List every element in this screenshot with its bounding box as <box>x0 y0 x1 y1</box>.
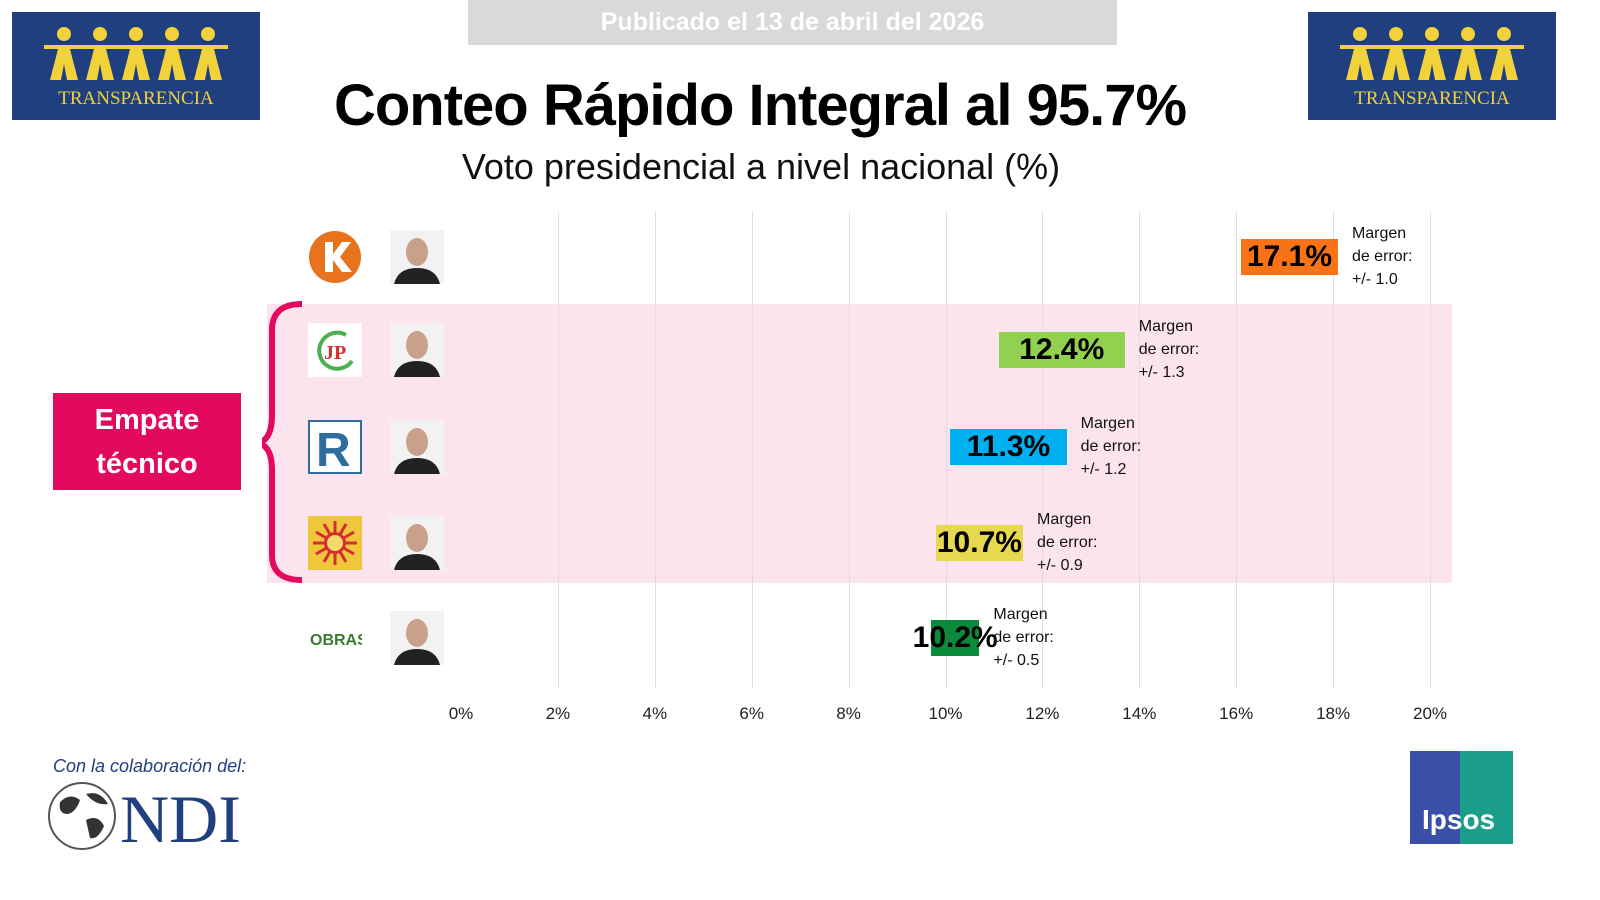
x-tick-label: 0% <box>448 704 474 723</box>
margin-line: Margen <box>1138 318 1193 335</box>
value-box: 12.4% <box>998 332 1125 368</box>
x-tick-label: 16% <box>1219 704 1254 723</box>
margin-of-error: Margen de error: +/- 0.9 <box>1037 508 1097 577</box>
margin-line: +/- 1.3 <box>1138 364 1185 381</box>
chart-title: Conteo Rápido Integral al 95.7% <box>333 73 1187 138</box>
margin-line: de error: <box>1138 341 1200 358</box>
gridline <box>945 212 947 688</box>
person-icon <box>390 230 444 284</box>
tie-line-1: Empate <box>94 404 200 436</box>
technical-tie-label: Empate técnico <box>53 393 241 490</box>
margin-of-error: Margen de error: +/- 0.5 <box>993 603 1053 672</box>
svg-text:OBRAS: OBRAS <box>310 632 362 649</box>
people-figures-icon <box>1340 27 1524 80</box>
x-tick-label: 8% <box>836 704 861 723</box>
margin-line: +/- 0.5 <box>993 652 1040 669</box>
tie-line-2: técnico <box>96 448 198 480</box>
value-box: 17.1% <box>1241 239 1338 275</box>
gridline <box>557 212 559 688</box>
gridline <box>1430 212 1431 688</box>
value-label: 10.2% <box>912 621 998 654</box>
transparencia-logo-right: TRANSPARENCIA <box>1308 12 1556 120</box>
gridline <box>1236 212 1238 688</box>
margin-line: de error: <box>1080 438 1142 455</box>
party-logo-icon: JP <box>308 323 362 377</box>
party-logo-icon: R <box>308 420 362 474</box>
value-box: 10.2% <box>913 620 998 656</box>
gridline <box>848 212 850 688</box>
transparencia-logo-left: TRANSPARENCIA <box>12 12 260 120</box>
brace-icon <box>262 301 303 583</box>
logo-text: TRANSPARENCIA <box>58 88 214 109</box>
logo-text: TRANSPARENCIA <box>1354 88 1510 109</box>
margin-line: de error: <box>1351 248 1413 265</box>
gridline <box>1333 212 1335 688</box>
chart-subtitle: Voto presidencial a nivel nacional (%) <box>461 146 1061 187</box>
ipsos-logo: Ipsos <box>1410 751 1513 844</box>
margin-line: Margen <box>1080 415 1135 432</box>
technical-tie-band <box>267 304 1452 583</box>
party-logo-icon <box>308 516 362 570</box>
margin-line: +/- 1.0 <box>1351 271 1398 288</box>
margin-line: +/- 0.9 <box>1037 557 1083 574</box>
published-date-banner: Publicado el 13 de abril del 2026 <box>468 0 1117 45</box>
margin-line: de error: <box>1037 534 1098 551</box>
value-box: 11.3% <box>950 429 1067 465</box>
ndi-logo: NDI <box>120 781 241 857</box>
people-figures-icon <box>44 27 228 80</box>
person-icon <box>390 611 444 665</box>
x-tick-label: 12% <box>1025 704 1060 723</box>
gridline <box>654 212 656 688</box>
margin-line: Margen <box>1351 225 1407 242</box>
margin-of-error: Margen de error: +/- 1.0 <box>1352 222 1412 291</box>
gridline <box>751 212 753 688</box>
gridline <box>1139 212 1141 688</box>
value-box: 10.7% <box>935 525 1023 561</box>
ipsos-text: Ipsos <box>1422 804 1496 835</box>
margin-line: +/- 1.2 <box>1080 461 1127 478</box>
margin-of-error: Margen de error: +/- 1.2 <box>1081 412 1141 481</box>
candidate-photo <box>390 230 444 284</box>
person-icon <box>390 323 444 377</box>
candidate-photo <box>390 516 444 570</box>
margin-line: Margen <box>993 606 1048 623</box>
margin-line: Margen <box>1037 511 1092 528</box>
value-label: 10.7% <box>936 526 1022 559</box>
globe-icon <box>48 782 116 850</box>
x-tick-label: 14% <box>1122 704 1157 723</box>
x-tick-label: 18% <box>1316 704 1351 723</box>
svg-text:JP: JP <box>324 342 346 364</box>
x-tick-label: 6% <box>739 704 764 723</box>
candidate-photo <box>390 611 444 665</box>
x-tick-label: 2% <box>545 704 571 723</box>
candidate-photo <box>390 420 444 474</box>
margin-line: de error: <box>993 629 1054 646</box>
collaboration-label: Con la colaboración del: <box>53 756 247 776</box>
person-icon <box>390 516 444 570</box>
value-label: 11.3% <box>966 430 1051 463</box>
candidate-photo <box>390 323 444 377</box>
value-label: 12.4% <box>1019 333 1105 366</box>
person-icon <box>390 420 444 474</box>
x-tick-label: 4% <box>642 704 668 723</box>
party-logo-icon <box>309 231 361 283</box>
margin-of-error: Margen de error: +/- 1.3 <box>1139 315 1199 384</box>
party-logo-icon: OBRAS <box>310 632 362 649</box>
value-label: 17.1% <box>1246 240 1333 273</box>
svg-text:R: R <box>316 424 351 474</box>
x-tick-label: 10% <box>928 704 963 723</box>
x-tick-label: 20% <box>1412 704 1448 723</box>
